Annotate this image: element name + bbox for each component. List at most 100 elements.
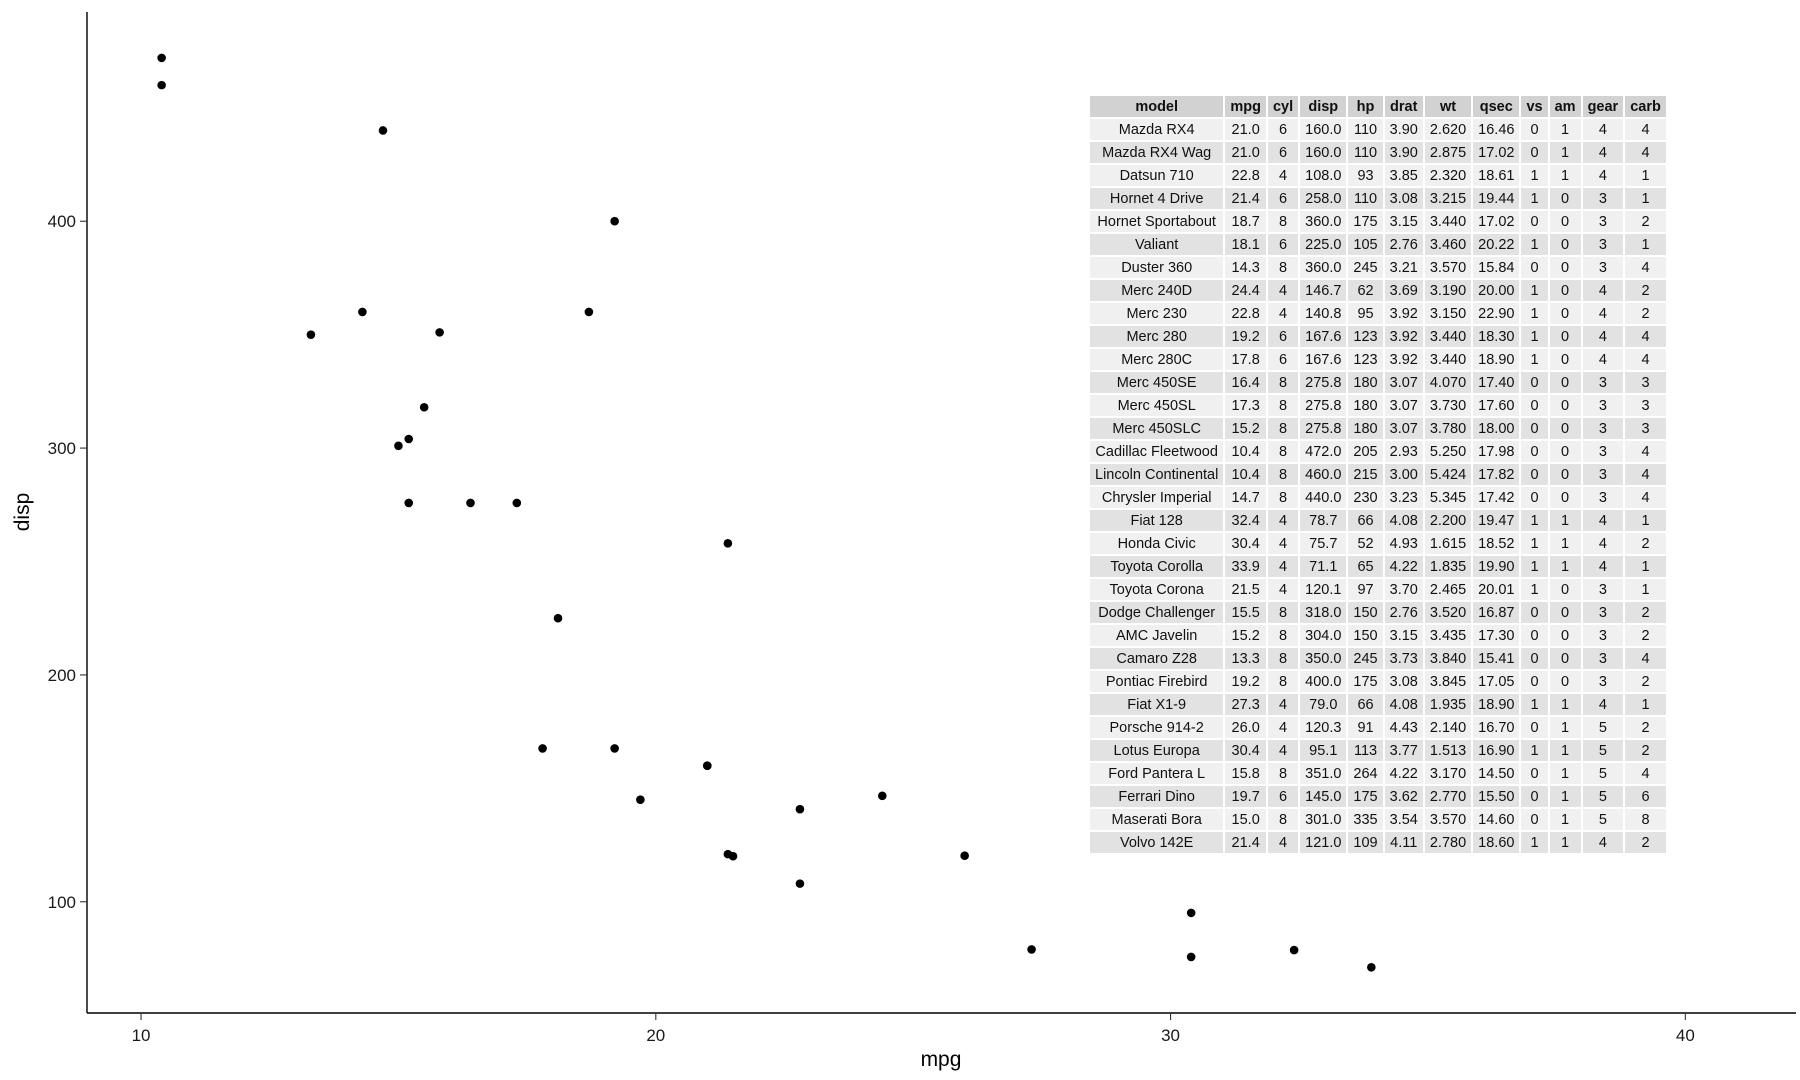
table-cell-model: Mazda RX4 Wag bbox=[1090, 142, 1224, 163]
table-cell-drat: 3.85 bbox=[1384, 165, 1423, 186]
table-cell-drat: 3.00 bbox=[1384, 464, 1423, 485]
table-cell-vs: 0 bbox=[1521, 763, 1548, 784]
table-cell-cyl: 8 bbox=[1267, 487, 1299, 508]
table-cell-model: Porsche 914-2 bbox=[1090, 717, 1224, 738]
table-cell-carb: 1 bbox=[1625, 510, 1666, 531]
table-cell-cyl: 6 bbox=[1267, 349, 1299, 370]
table-cell-mpg: 21.4 bbox=[1225, 832, 1266, 853]
table-cell-vs: 0 bbox=[1521, 717, 1548, 738]
table-cell-mpg: 21.4 bbox=[1225, 188, 1266, 209]
table-cell-mpg: 15.0 bbox=[1225, 809, 1266, 830]
table-cell-disp: 145.0 bbox=[1300, 786, 1347, 807]
table-cell-carb: 3 bbox=[1625, 372, 1666, 393]
table-cell-vs: 1 bbox=[1521, 165, 1548, 186]
table-cell-wt: 3.730 bbox=[1424, 395, 1472, 416]
table-cell-cyl: 6 bbox=[1267, 786, 1299, 807]
table-cell-gear: 3 bbox=[1582, 372, 1624, 393]
table-row: AMC Javelin 15.2 8 304.0 150 3.15 3.435 17.30 0 0… bbox=[1090, 625, 1666, 646]
table-cell-qsec: 17.40 bbox=[1473, 372, 1520, 393]
table-cell-gear: 4 bbox=[1582, 510, 1624, 531]
table-cell-hp: 113 bbox=[1348, 740, 1383, 761]
table-cell-carb: 4 bbox=[1625, 349, 1666, 370]
scatter-point bbox=[1186, 908, 1196, 918]
table-cell-drat: 3.08 bbox=[1384, 671, 1423, 692]
table-cell-disp: 160.0 bbox=[1300, 119, 1347, 140]
table-cell-vs: 0 bbox=[1521, 602, 1548, 623]
table-cell-wt: 3.440 bbox=[1424, 349, 1472, 370]
table-cell-am: 1 bbox=[1549, 717, 1581, 738]
table-cell-am: 0 bbox=[1549, 648, 1581, 669]
scatter-point bbox=[466, 498, 475, 508]
table-cell-model: Merc 240D bbox=[1090, 280, 1224, 301]
table-cell-disp: 160.0 bbox=[1300, 142, 1347, 163]
table-cell-carb: 3 bbox=[1625, 395, 1666, 416]
table-cell-am: 1 bbox=[1549, 740, 1581, 761]
scatter-point bbox=[404, 498, 414, 508]
scatter-point bbox=[306, 330, 316, 339]
table-cell-am: 1 bbox=[1549, 556, 1581, 577]
table-header-wt: wt bbox=[1424, 96, 1472, 117]
table-cell-carb: 3 bbox=[1625, 418, 1666, 439]
table-cell-drat: 3.77 bbox=[1384, 740, 1423, 761]
table-cell-model: Maserati Bora bbox=[1090, 809, 1224, 830]
table-cell-wt: 3.845 bbox=[1424, 671, 1472, 692]
table-cell-gear: 3 bbox=[1582, 441, 1624, 462]
table-cell-model: Lotus Europa bbox=[1090, 740, 1224, 761]
table-cell-cyl: 6 bbox=[1267, 326, 1299, 347]
table-cell-hp: 110 bbox=[1348, 142, 1383, 163]
table-cell-mpg: 15.2 bbox=[1225, 418, 1266, 439]
data-points bbox=[157, 53, 1376, 972]
table-cell-qsec: 17.60 bbox=[1473, 395, 1520, 416]
table-cell-am: 0 bbox=[1549, 372, 1581, 393]
table-cell-model: Chrysler Imperial bbox=[1090, 487, 1224, 508]
table-row: Mazda RX4 21.0 6 160.0 110 3.90 2.620 16.46 0 1 4 4 bbox=[1090, 119, 1666, 140]
table-cell-hp: 245 bbox=[1348, 257, 1383, 278]
table-row: Merc 280 19.2 6 167.6 123 3.92 3.440 18.30 1 0 4 4 bbox=[1090, 326, 1666, 347]
table-cell-mpg: 21.0 bbox=[1225, 119, 1266, 140]
table-cell-gear: 3 bbox=[1582, 648, 1624, 669]
table-cell-carb: 8 bbox=[1625, 809, 1666, 830]
table-cell-gear: 5 bbox=[1582, 763, 1624, 784]
table-cell-wt: 3.190 bbox=[1424, 280, 1472, 301]
table-cell-qsec: 18.52 bbox=[1473, 533, 1520, 554]
table-cell-cyl: 4 bbox=[1267, 533, 1299, 554]
table-cell-model: Duster 360 bbox=[1090, 257, 1224, 278]
table-cell-wt: 2.465 bbox=[1424, 579, 1472, 600]
table-cell-carb: 4 bbox=[1625, 763, 1666, 784]
table-cell-hp: 245 bbox=[1348, 648, 1383, 669]
table-cell-model: Datsun 710 bbox=[1090, 165, 1224, 186]
table-row: Toyota Corolla 33.9 4 71.1 65 4.22 1.835 19.90 1… bbox=[1090, 556, 1666, 577]
table-cell-drat: 3.23 bbox=[1384, 487, 1423, 508]
table-cell-carb: 2 bbox=[1625, 280, 1666, 301]
table-cell-am: 0 bbox=[1549, 441, 1581, 462]
table-cell-drat: 4.08 bbox=[1384, 694, 1423, 715]
scatter-point bbox=[1289, 945, 1299, 955]
table-cell-disp: 275.8 bbox=[1300, 395, 1347, 416]
table-cell-wt: 3.440 bbox=[1424, 326, 1472, 347]
table-cell-disp: 440.0 bbox=[1300, 487, 1347, 508]
table-cell-am: 0 bbox=[1549, 395, 1581, 416]
table-cell-carb: 4 bbox=[1625, 326, 1666, 347]
table-cell-hp: 110 bbox=[1348, 188, 1383, 209]
table-cell-wt: 1.513 bbox=[1424, 740, 1472, 761]
table-cell-wt: 3.150 bbox=[1424, 303, 1472, 324]
table-cell-carb: 4 bbox=[1625, 142, 1666, 163]
table-cell-qsec: 20.00 bbox=[1473, 280, 1520, 301]
table-row: Hornet 4 Drive 21.4 6 258.0 110 3.08 3.215 19.4… bbox=[1090, 188, 1666, 209]
table-row: Merc 280C 17.8 6 167.6 123 3.92 3.440 18.90 1 0 4 4 bbox=[1090, 349, 1666, 370]
table-cell-hp: 150 bbox=[1348, 602, 1383, 623]
table-cell-qsec: 16.46 bbox=[1473, 119, 1520, 140]
table-cell-disp: 140.8 bbox=[1300, 303, 1347, 324]
table-cell-gear: 4 bbox=[1582, 533, 1624, 554]
table-cell-drat: 3.15 bbox=[1384, 211, 1423, 232]
table-cell-qsec: 20.01 bbox=[1473, 579, 1520, 600]
table-cell-qsec: 16.70 bbox=[1473, 717, 1520, 738]
table-header-disp: disp bbox=[1300, 96, 1347, 117]
table-cell-mpg: 15.2 bbox=[1225, 625, 1266, 646]
table-row: Lotus Europa 30.4 4 95.1 113 3.77 1.513 16.90 1 1… bbox=[1090, 740, 1666, 761]
table-cell-gear: 3 bbox=[1582, 579, 1624, 600]
table-cell-carb: 4 bbox=[1625, 441, 1666, 462]
table-cell-gear: 5 bbox=[1582, 786, 1624, 807]
table-cell-cyl: 8 bbox=[1267, 372, 1299, 393]
table-cell-hp: 66 bbox=[1348, 510, 1383, 531]
